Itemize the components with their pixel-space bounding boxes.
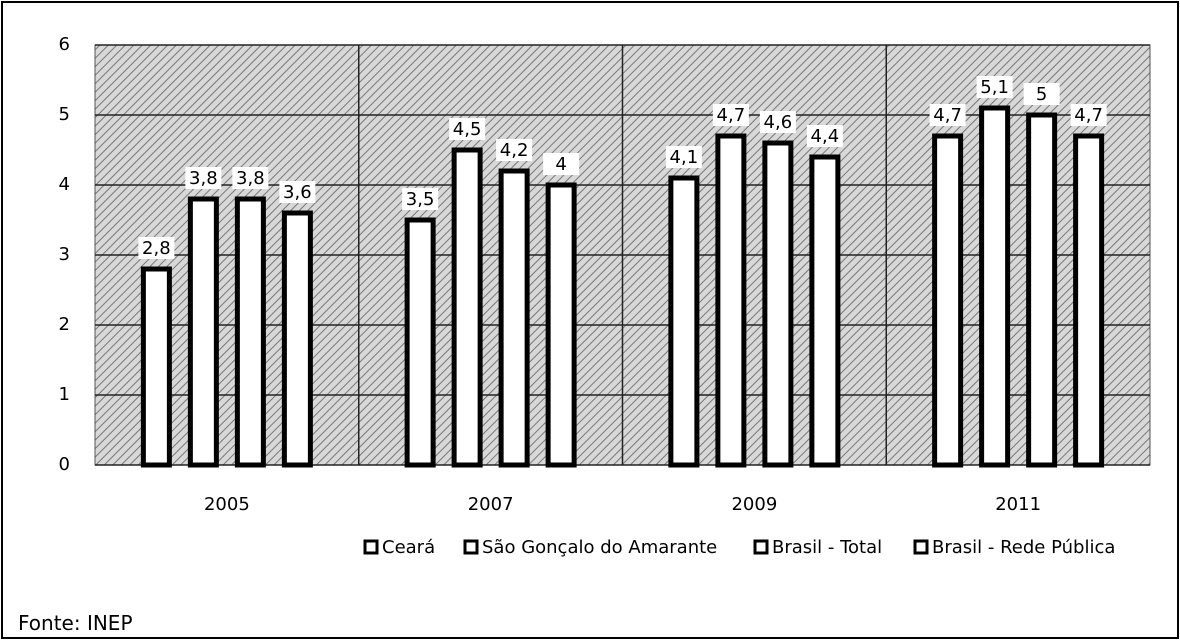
value-label-bg xyxy=(232,167,269,189)
legend-swatch xyxy=(463,539,479,555)
value-label: 4,1 xyxy=(670,147,699,168)
value-label-bg xyxy=(185,167,222,189)
value-label-bg xyxy=(929,104,966,126)
value-label-bg xyxy=(976,76,1013,98)
value-label-bg xyxy=(806,125,843,147)
bar xyxy=(234,196,266,468)
bar xyxy=(498,168,530,468)
value-label-bg xyxy=(449,118,486,140)
x-tick-label: 2011 xyxy=(995,494,1041,515)
value-label: 4,4 xyxy=(811,126,840,147)
value-label: 4,5 xyxy=(453,119,482,140)
value-label: 3,8 xyxy=(189,168,218,189)
value-label-bg xyxy=(138,237,175,259)
bar xyxy=(187,196,219,468)
value-label: 5 xyxy=(1036,84,1047,105)
legend-label: Brasil - Total xyxy=(772,537,882,558)
value-label-bg xyxy=(1023,83,1060,105)
value-label-bg xyxy=(279,181,316,203)
value-label: 4,7 xyxy=(1074,105,1103,126)
value-label: 3,5 xyxy=(406,189,435,210)
value-label: 3,8 xyxy=(236,168,265,189)
value-label: 4,7 xyxy=(933,105,962,126)
value-label: 3,6 xyxy=(283,182,312,203)
bar xyxy=(762,140,794,468)
x-tick-label: 2009 xyxy=(731,494,777,515)
x-tick-label: 2005 xyxy=(204,494,250,515)
y-tick-label: 4 xyxy=(59,174,70,195)
y-tick-label: 2 xyxy=(59,314,70,335)
bar xyxy=(451,147,483,468)
bar xyxy=(140,266,172,468)
y-tick-label: 3 xyxy=(59,244,70,265)
value-label: 2,8 xyxy=(142,238,171,259)
legend-label: Brasil - Rede Pública xyxy=(932,537,1115,558)
bar xyxy=(1073,133,1105,468)
bar xyxy=(809,154,841,468)
value-label-bg xyxy=(1070,104,1107,126)
y-tick-label: 6 xyxy=(59,34,70,55)
value-label: 4,7 xyxy=(717,105,746,126)
bar xyxy=(404,217,436,468)
bar xyxy=(1026,112,1058,468)
value-label-bg xyxy=(665,146,702,168)
legend-label: Ceará xyxy=(382,537,435,558)
bar xyxy=(979,105,1011,468)
x-tick-label: 2007 xyxy=(468,494,514,515)
y-tick-label: 0 xyxy=(59,454,70,475)
legend-label: São Gonçalo do Amarante xyxy=(482,537,717,558)
value-label-bg xyxy=(712,104,749,126)
value-label-bg xyxy=(759,111,796,133)
y-tick-label: 1 xyxy=(59,384,70,405)
value-label-bg xyxy=(543,153,580,175)
value-label: 4,6 xyxy=(764,112,793,133)
bar xyxy=(281,210,313,468)
value-label: 4,2 xyxy=(500,140,529,161)
legend-swatch xyxy=(753,539,769,555)
bar xyxy=(715,133,747,468)
source: Fonte: INEP xyxy=(18,611,133,635)
legend-swatch xyxy=(913,539,929,555)
value-label-bg xyxy=(496,139,533,161)
legend-swatch xyxy=(363,539,379,555)
value-label: 4 xyxy=(555,154,566,175)
bar xyxy=(932,133,964,468)
bar xyxy=(545,182,577,468)
value-label-bg xyxy=(402,188,439,210)
value-label: 5,1 xyxy=(980,77,1009,98)
y-tick-label: 5 xyxy=(59,104,70,125)
bar xyxy=(668,175,700,468)
